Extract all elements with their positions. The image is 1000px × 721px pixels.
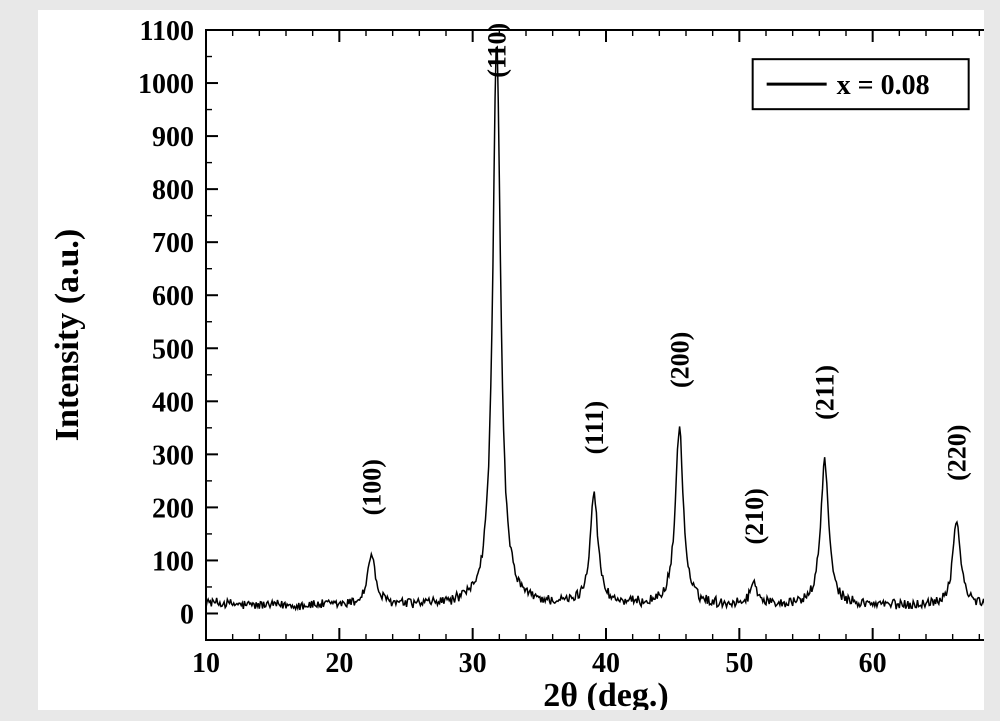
peak-label: (100) <box>357 459 386 515</box>
plot-bg <box>206 30 984 640</box>
xtick-label: 20 <box>325 648 353 679</box>
ytick-label: 300 <box>152 440 194 471</box>
ytick-label: 100 <box>152 546 194 577</box>
chart-panel: 1020304050607001002003004005006007008009… <box>38 10 984 710</box>
peak-label: (111) <box>580 401 609 454</box>
xtick-label: 50 <box>725 648 753 679</box>
legend-text: x = 0.08 <box>837 70 930 101</box>
ytick-label: 200 <box>152 493 194 524</box>
ytick-label: 0 <box>180 599 194 630</box>
ytick-label: 700 <box>152 228 194 259</box>
ytick-label: 1000 <box>138 69 194 100</box>
peak-label: (220) <box>943 425 972 481</box>
xtick-label: 10 <box>192 648 220 679</box>
xrd-chart: 1020304050607001002003004005006007008009… <box>38 10 984 710</box>
ytick-label: 600 <box>152 281 194 312</box>
xtick-label: 60 <box>859 648 887 679</box>
ytick-label: 900 <box>152 122 194 153</box>
peak-label: (110) <box>483 23 512 78</box>
peak-label: (200) <box>665 332 694 388</box>
ytick-label: 400 <box>152 387 194 418</box>
ytick-label: 1100 <box>140 16 194 47</box>
ytick-label: 800 <box>152 175 194 206</box>
xtick-label: 30 <box>459 648 487 679</box>
y-axis-title: Intensity (a.u.) <box>49 229 86 442</box>
peak-label: (211) <box>811 365 840 420</box>
xtick-label: 40 <box>592 648 620 679</box>
x-axis-title: 2θ (deg.) <box>543 677 668 710</box>
ytick-label: 500 <box>152 334 194 365</box>
peak-label: (210) <box>740 488 769 544</box>
